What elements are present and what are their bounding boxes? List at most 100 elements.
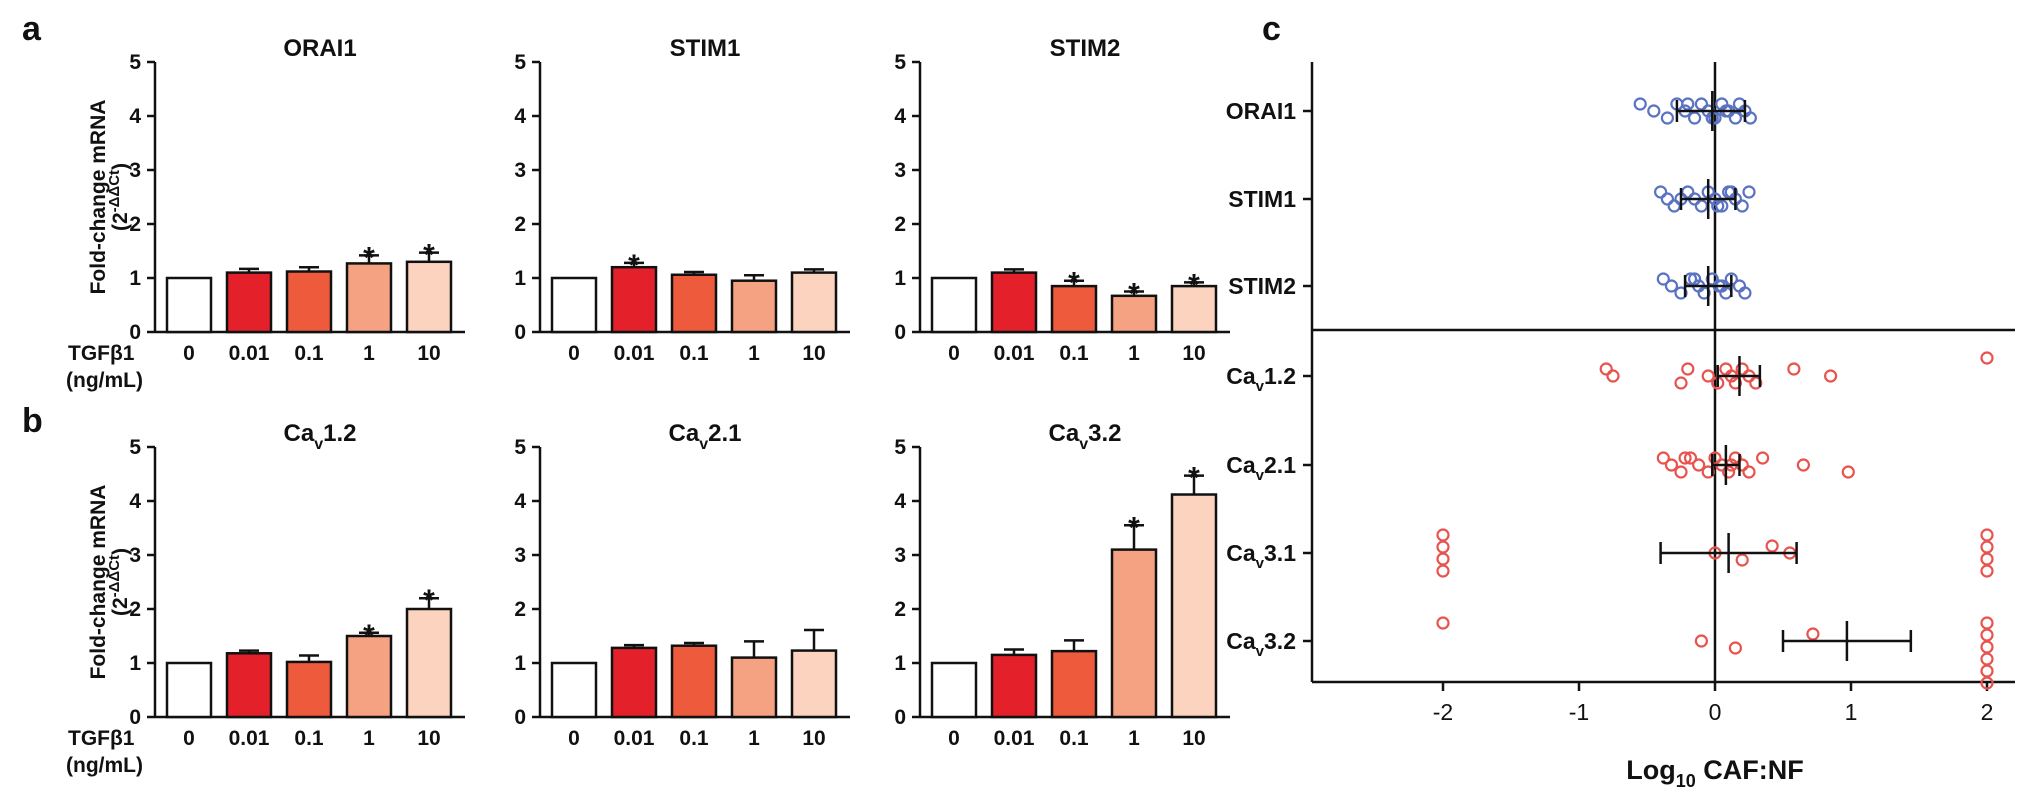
data-point xyxy=(1735,199,1749,213)
x-tick-label: 0.01 xyxy=(994,342,1035,365)
bar xyxy=(285,660,333,719)
x-tick-label: 10 xyxy=(802,342,825,365)
row-label-tail: 2.1 xyxy=(1264,452,1296,478)
bar xyxy=(610,646,658,719)
significance-star: * xyxy=(1068,267,1080,300)
x-tick-label: 1 xyxy=(1845,699,1858,725)
y-tick-label: 2 xyxy=(129,213,141,236)
data-point xyxy=(1980,616,1994,630)
x-tick-label: 1 xyxy=(1128,342,1140,365)
data-point xyxy=(1705,272,1719,286)
y-tick-label: 5 xyxy=(514,51,526,74)
y-tick-label: 3 xyxy=(129,159,141,182)
data-point xyxy=(1980,628,1994,642)
significance-star: * xyxy=(1188,462,1200,495)
y-axis-unit-exp: -ΔΔCt xyxy=(106,170,123,212)
bar-chart-6: 0 1 2 3 4 5 Cav3.2 0 0.01 0.1 * 1 * 10 xyxy=(894,420,1230,750)
row-label: Cav1.2 xyxy=(1226,363,1296,395)
bar xyxy=(990,653,1038,719)
x-tick-label: 10 xyxy=(802,727,825,750)
scatter-row-7: Cav3.2 xyxy=(1226,616,1994,690)
row-label: ORAI1 xyxy=(1226,98,1297,124)
y-tick-label: 3 xyxy=(894,544,906,567)
data-point xyxy=(1728,111,1743,125)
x-tick-label: 0 xyxy=(568,342,580,365)
x-tick-label: -1 xyxy=(1569,699,1589,725)
data-point xyxy=(1728,376,1743,390)
row-label: Cav3.1 xyxy=(1226,540,1296,572)
y-tick-label: 1 xyxy=(129,652,141,675)
row-label: Cav3.2 xyxy=(1226,628,1296,660)
y-tick-label: 2 xyxy=(894,598,906,621)
data-point xyxy=(1633,97,1647,111)
row-label-main: Ca xyxy=(1226,452,1256,478)
significance-star: * xyxy=(363,619,375,652)
panel-label-b: b xyxy=(22,402,43,440)
scatter-row-6: Cav3.1 xyxy=(1226,528,1994,578)
data-point xyxy=(1742,465,1756,479)
x-label-main: Log xyxy=(1626,755,1675,785)
x-tick-label: 1 xyxy=(363,727,375,750)
treatment-unit: (ng/mL) xyxy=(66,369,143,392)
y-tick-label: 3 xyxy=(129,544,141,567)
scatter-row-2: STIM1 xyxy=(1228,179,1756,219)
y-axis-label: Fold-change mRNA xyxy=(87,100,110,295)
data-point xyxy=(1980,540,1994,554)
data-point xyxy=(1681,185,1695,199)
bar xyxy=(550,661,598,719)
chart-title-tail: 3.2 xyxy=(1088,420,1121,447)
bar xyxy=(345,634,393,719)
row-label: STIM2 xyxy=(1228,273,1296,299)
bar xyxy=(550,276,598,334)
data-point xyxy=(1681,97,1695,111)
data-point xyxy=(1735,362,1749,376)
y-tick-label: 0 xyxy=(129,321,141,344)
data-point xyxy=(1687,272,1702,286)
data-point xyxy=(1674,465,1688,479)
data-point xyxy=(1708,451,1722,465)
data-point xyxy=(1980,640,1994,654)
y-tick-label: 5 xyxy=(514,436,526,459)
data-point xyxy=(1711,199,1725,213)
data-point xyxy=(1787,362,1801,376)
y-tick-label: 4 xyxy=(514,490,526,513)
panel-label-a: a xyxy=(22,10,42,48)
data-point xyxy=(1980,552,1994,566)
x-tick-label: 0 xyxy=(1709,699,1722,725)
data-point xyxy=(1660,111,1675,125)
data-point xyxy=(1980,564,1994,578)
row-label-sub: v xyxy=(1256,643,1265,660)
bar xyxy=(670,273,718,334)
bar xyxy=(1170,493,1218,719)
data-point xyxy=(1436,552,1450,566)
data-point xyxy=(1841,465,1855,479)
row-label-main: Ca xyxy=(1226,363,1256,389)
significance-star: * xyxy=(1188,268,1200,301)
y-tick-label: 5 xyxy=(129,436,141,459)
data-point xyxy=(1715,199,1729,213)
data-point xyxy=(1664,458,1679,472)
chart-title-main: STIM1 xyxy=(670,35,741,62)
row-label-main: Ca xyxy=(1226,540,1256,566)
y-axis-unit-exp: -ΔΔCt xyxy=(106,555,123,597)
x-tick-label: 0.1 xyxy=(294,342,324,365)
bar xyxy=(610,265,658,334)
row-label-main: STIM1 xyxy=(1228,186,1296,212)
data-point xyxy=(1980,652,1994,666)
bar xyxy=(405,260,453,334)
bar xyxy=(670,644,718,719)
x-tick-label: 0.01 xyxy=(614,342,655,365)
bar xyxy=(990,271,1038,334)
treatment-label: TGFβ1 xyxy=(68,342,135,365)
x-tick-label: 1 xyxy=(1128,727,1140,750)
y-tick-label: 0 xyxy=(894,321,906,344)
chart-title-main: Ca xyxy=(669,420,700,447)
y-tick-label: 5 xyxy=(894,51,906,74)
row-label-tail: 3.2 xyxy=(1264,628,1296,654)
row-label-tail: 1.2 xyxy=(1264,363,1296,389)
bar xyxy=(165,276,213,334)
x-tick-label: 10 xyxy=(1182,727,1205,750)
x-tick-label: 10 xyxy=(1182,342,1205,365)
x-tick-label: 1 xyxy=(748,342,760,365)
